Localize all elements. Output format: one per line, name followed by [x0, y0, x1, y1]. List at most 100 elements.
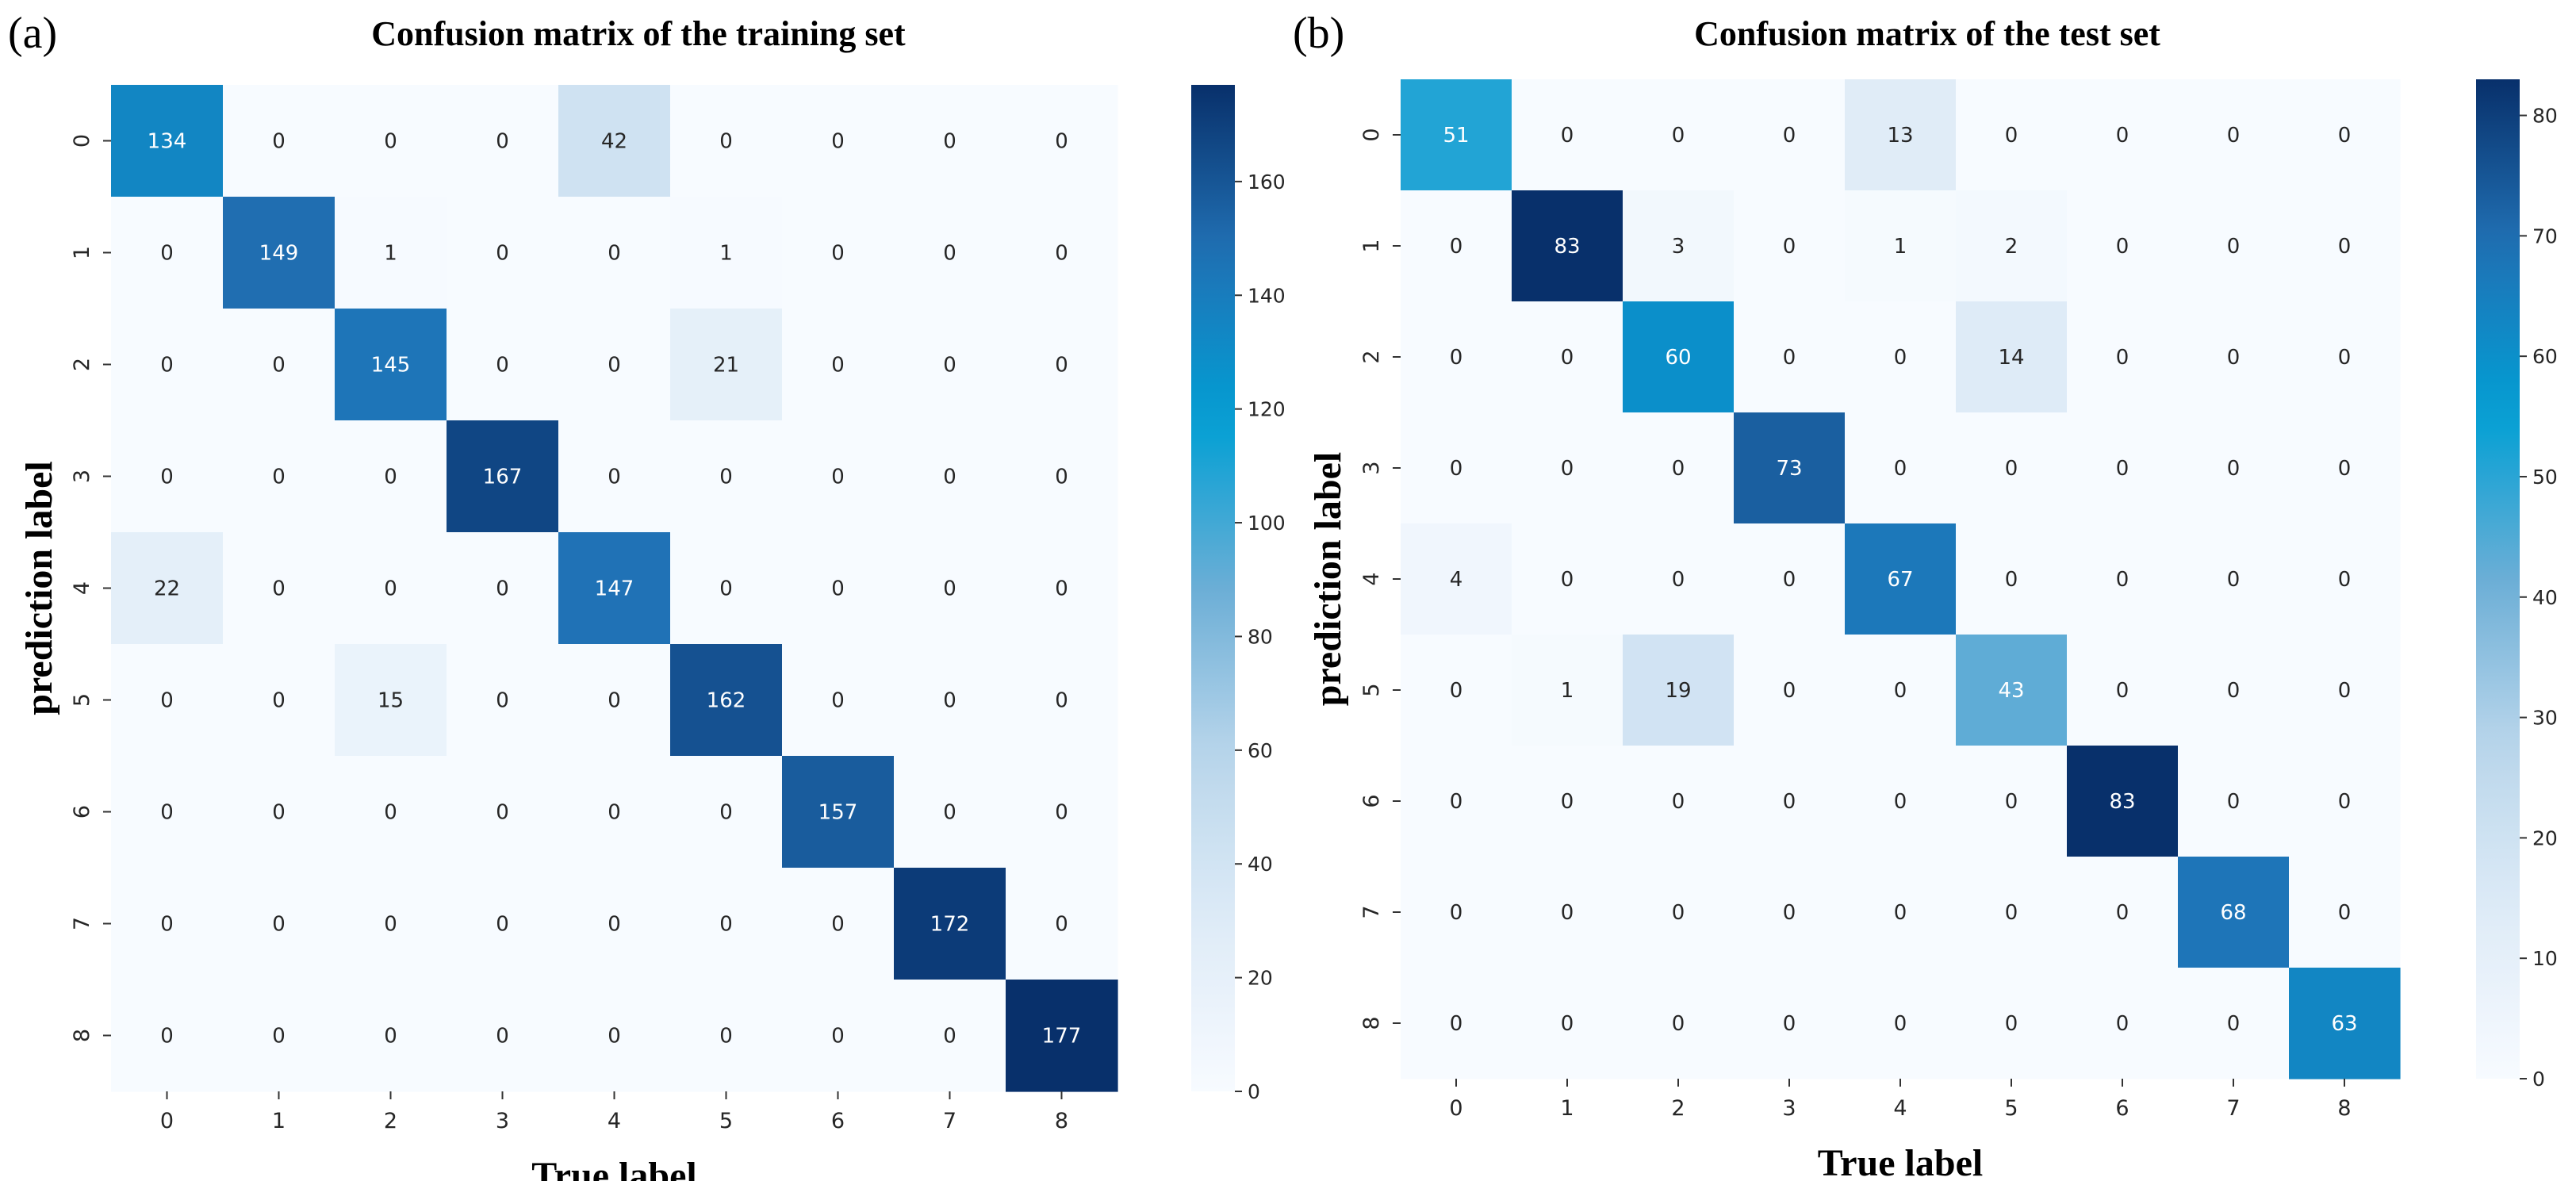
cell-value-label: 67: [1887, 568, 1913, 592]
heatmap-cell: [335, 868, 447, 980]
cell-value-label: 60: [1665, 346, 1691, 370]
cell-value-label: 0: [1055, 130, 1068, 154]
cell-value-label: 0: [160, 801, 174, 825]
heatmap-cell: [1401, 523, 1512, 635]
heatmap-cell: [1734, 746, 1846, 857]
cell-value-label: 0: [384, 577, 397, 601]
cell-value-label: 0: [1450, 1012, 1463, 1036]
cell-value-label: 0: [1561, 1012, 1574, 1036]
cell-value-label: 0: [1894, 346, 1907, 370]
y-tick-label: 1: [70, 246, 94, 259]
colorbar-tick-label: 30: [2532, 707, 2558, 730]
cell-value-label: 0: [272, 801, 286, 825]
colorbar-tick-label: 80: [1248, 625, 1273, 648]
cell-value-label: 0: [831, 242, 845, 266]
cell-value-label: 0: [160, 1025, 174, 1049]
x-tick-label: 5: [719, 1109, 733, 1133]
heatmap-cell: [2289, 523, 2401, 635]
heatmap-cell: [670, 756, 783, 868]
x-tick-label: 6: [2115, 1096, 2129, 1121]
x-axis-label: True label: [531, 1155, 696, 1181]
heatmap-cell: [447, 980, 559, 1092]
heatmap-cell: [670, 980, 783, 1092]
heatmap-cell: [447, 420, 559, 533]
cell-value-label: 0: [943, 689, 956, 713]
cell-value-label: 172: [930, 913, 970, 937]
cell-value-label: 0: [831, 354, 845, 378]
cell-value-label: 0: [2005, 901, 2018, 925]
heatmap-cell: [111, 980, 224, 1092]
heatmap-cell: [2067, 190, 2179, 302]
cell-value-label: 2: [2005, 235, 2018, 259]
heatmap-cell: [1512, 301, 1623, 413]
cell-value-label: 0: [496, 801, 509, 825]
y-tick-label: 6: [70, 805, 94, 819]
heatmap-cell: [670, 309, 783, 421]
heatmap-cell: [1006, 868, 1118, 980]
heatmap-cell: [447, 309, 559, 421]
heatmap-cell: [558, 197, 671, 309]
y-tick-label: 2: [1359, 350, 1384, 363]
cell-value-label: 147: [595, 577, 634, 601]
cell-value-label: 0: [1450, 790, 1463, 814]
cell-value-label: 22: [154, 577, 180, 601]
cell-value-label: 0: [160, 913, 174, 937]
cell-value-label: 19: [1665, 679, 1691, 703]
colorbar-tick-label: 100: [1248, 512, 1286, 535]
cell-value-label: 0: [1894, 790, 1907, 814]
heatmap-cell: [1734, 968, 1846, 1079]
cell-value-label: 0: [943, 354, 956, 378]
heatmap-cell: [2289, 301, 2401, 413]
cell-value-label: 0: [1894, 457, 1907, 481]
cell-value-label: 0: [384, 801, 397, 825]
cell-value-label: 0: [2338, 679, 2352, 703]
heatmap-cell: [2067, 523, 2179, 635]
heatmap-cell: [1956, 746, 2068, 857]
heatmap-cell: [223, 197, 335, 309]
cell-value-label: 14: [1998, 346, 2024, 370]
heatmap-cell: [2178, 190, 2290, 302]
heatmap-cell: [223, 420, 335, 533]
chart-title: Confusion matrix of the training set: [371, 14, 906, 53]
colorbar-tick-label: 40: [2532, 586, 2558, 609]
cell-value-label: 0: [719, 466, 733, 489]
heatmap-cell: [2178, 301, 2290, 413]
heatmap-cell: [894, 868, 1006, 980]
cell-value-label: 0: [1055, 242, 1068, 266]
cell-value-label: 83: [2109, 790, 2135, 814]
heatmap-cell: [558, 420, 671, 533]
heatmap-cell: [558, 980, 671, 1092]
heatmap-cell: [894, 980, 1006, 1092]
heatmap-cell: [1006, 309, 1118, 421]
cell-value-label: 0: [160, 466, 174, 489]
heatmap-cell: [2067, 412, 2179, 524]
heatmap-cell: [1401, 857, 1512, 968]
cell-value-label: 0: [2116, 568, 2129, 592]
cell-value-label: 0: [1783, 790, 1796, 814]
cell-value-label: 0: [1783, 1012, 1796, 1036]
cell-value-label: 0: [496, 354, 509, 378]
heatmap-cell: [111, 197, 224, 309]
heatmap-cell: [2067, 746, 2179, 857]
heatmap-cell: [1956, 635, 2068, 746]
cell-value-label: 0: [943, 577, 956, 601]
cell-value-label: 0: [2338, 235, 2352, 259]
heatmap-cell: [558, 309, 671, 421]
cell-value-label: 0: [608, 689, 621, 713]
cell-value-label: 0: [608, 466, 621, 489]
heatmap-cell: [335, 85, 447, 197]
heatmap-cell: [2178, 79, 2290, 191]
heatmap-cell: [1512, 79, 1623, 191]
heatmap-cell: [558, 85, 671, 197]
heatmap-cell: [1512, 523, 1623, 635]
cell-value-label: 21: [713, 354, 739, 378]
cell-value-label: 0: [2227, 457, 2241, 481]
cell-value-label: 68: [2220, 901, 2246, 925]
cell-value-label: 0: [384, 913, 397, 937]
x-tick-label: 5: [2004, 1096, 2018, 1121]
heatmap-cell: [1623, 412, 1735, 524]
y-tick-label: 2: [70, 358, 94, 371]
x-tick-label: 2: [384, 1109, 397, 1133]
cell-value-label: 0: [831, 913, 845, 937]
heatmap-cell: [1734, 190, 1846, 302]
